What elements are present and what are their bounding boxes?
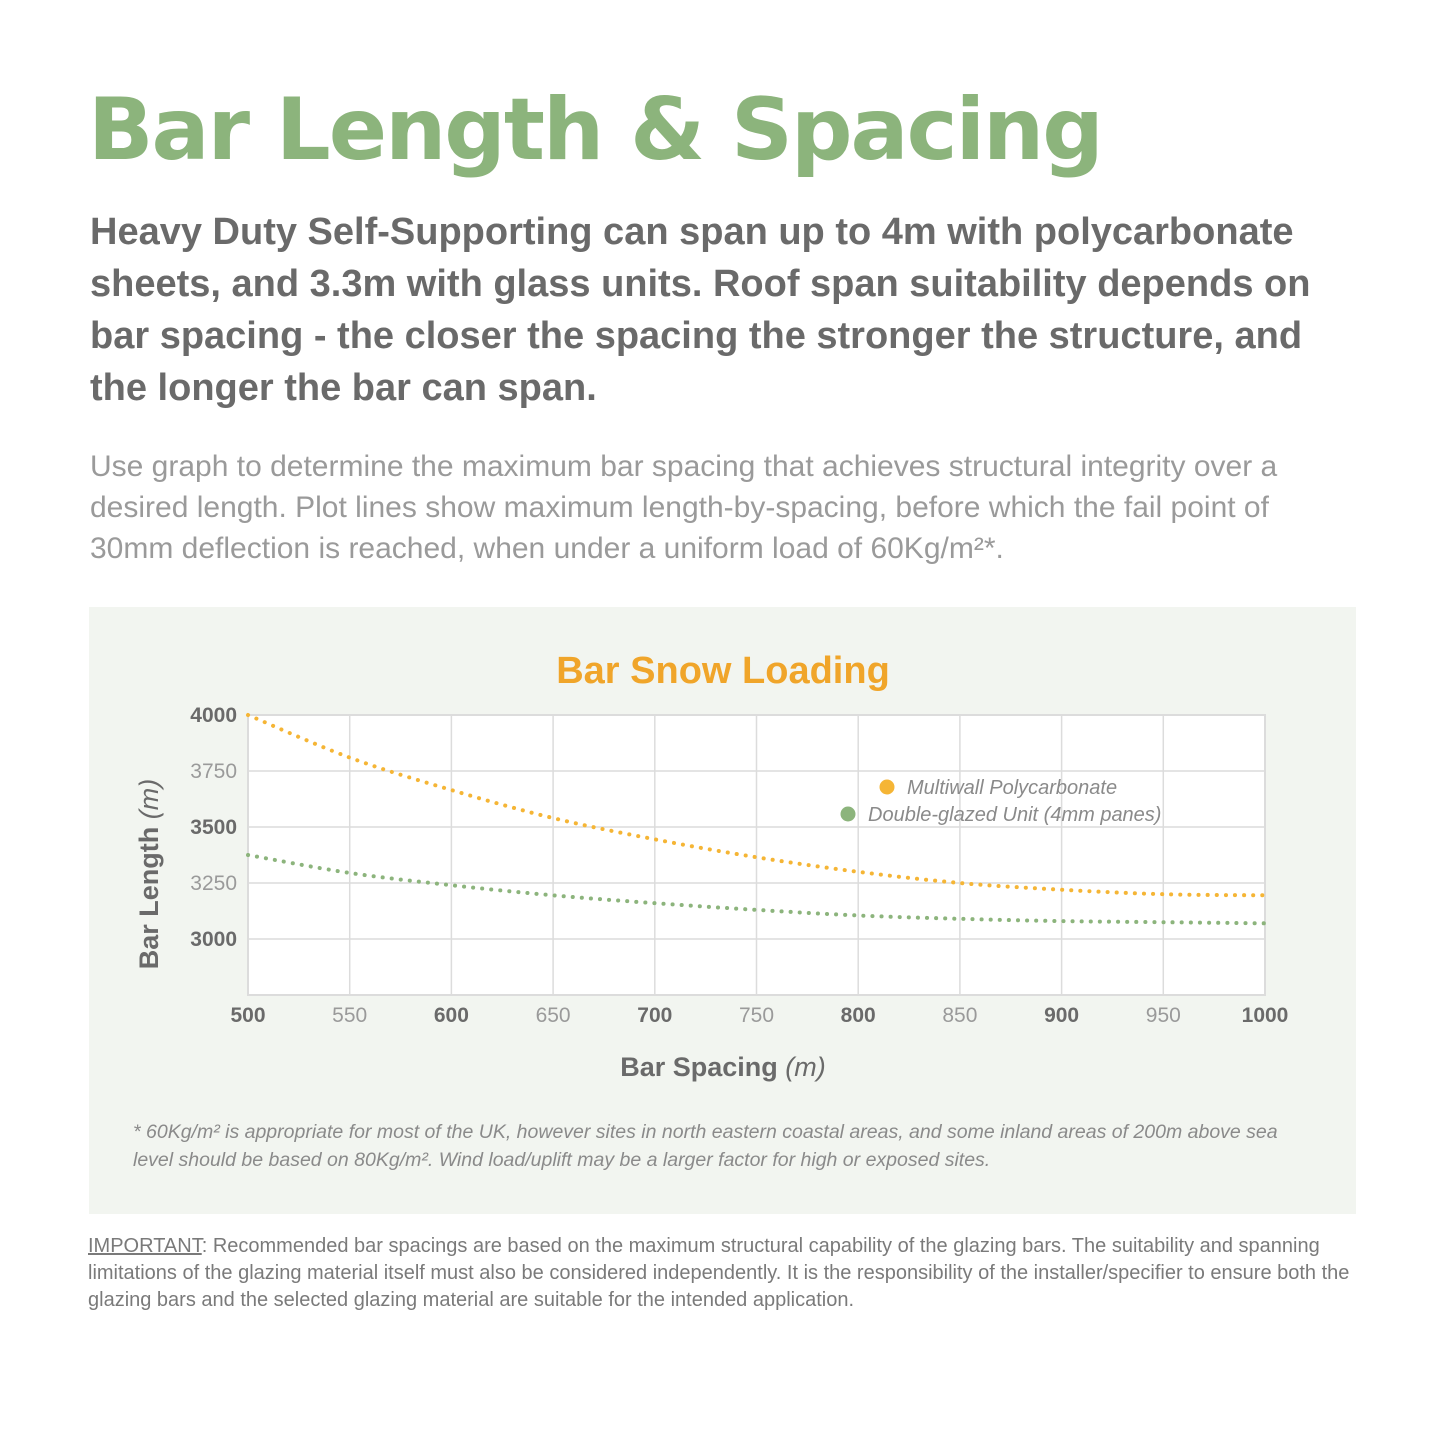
y-tick-label: 3750 [190,760,237,783]
legend-swatch [840,806,856,822]
legend-label: Multiwall Polycarbonate [907,777,1117,799]
y-tick-label: 3000 [190,928,237,951]
lead-paragraph: Heavy Duty Self-Supporting can span up t… [90,211,1311,409]
series-line-double-glazed [246,853,1267,926]
legend: Multiwall Polycarbonate Double-glazed Uni… [840,777,1161,826]
x-axis-title: Bar Spacing (m) [620,1052,826,1082]
y-axis-unit: (m) [134,779,164,819]
grid [247,714,1266,996]
x-tick-label: 650 [536,1004,571,1027]
x-tick-label: 500 [230,1004,265,1027]
x-tick-label: 950 [1146,1004,1181,1027]
footnote: * 60Kg/m² is appropriate for most of the… [133,1121,1278,1171]
important-text: : Recommended bar spacings are based on … [88,1235,1350,1311]
intro-paragraph: Use graph to determine the maximum bar s… [90,450,1278,565]
series-layer [246,713,1267,926]
x-tick-label: 850 [942,1004,977,1027]
tick-labels: 500 550 600 650 700 750 800 850 900 950 1000 3000 32… [190,704,1288,1027]
x-tick-label: 1000 [1242,1004,1289,1027]
page-title: Bar Length & Spacing [88,80,1104,180]
x-tick-label: 900 [1044,1004,1079,1027]
y-tick-label: 3250 [190,872,237,895]
legend-label: Double-glazed Unit (4mm panes) [868,804,1161,826]
x-tick-label: 550 [332,1004,367,1027]
x-tick-label: 600 [434,1004,469,1027]
series-line-polycarbonate [246,713,1267,898]
important-label: IMPORTANT [88,1235,202,1257]
chart-title: Bar Snow Loading [556,650,890,692]
x-axis-unit: (m) [785,1052,825,1082]
x-tick-label: 800 [841,1004,876,1027]
y-tick-label: 3500 [190,816,237,839]
important-note: IMPORTANT: Recommended bar spacings are … [88,1233,1358,1314]
x-tick-label: 750 [739,1004,774,1027]
legend-swatch [879,779,895,795]
y-axis-label: Bar Length [134,827,164,970]
y-tick-label: 4000 [190,704,237,727]
x-axis-label: Bar Spacing [620,1052,778,1082]
x-tick-label: 700 [637,1004,672,1027]
y-axis-title: Bar Length (m) [134,779,164,970]
